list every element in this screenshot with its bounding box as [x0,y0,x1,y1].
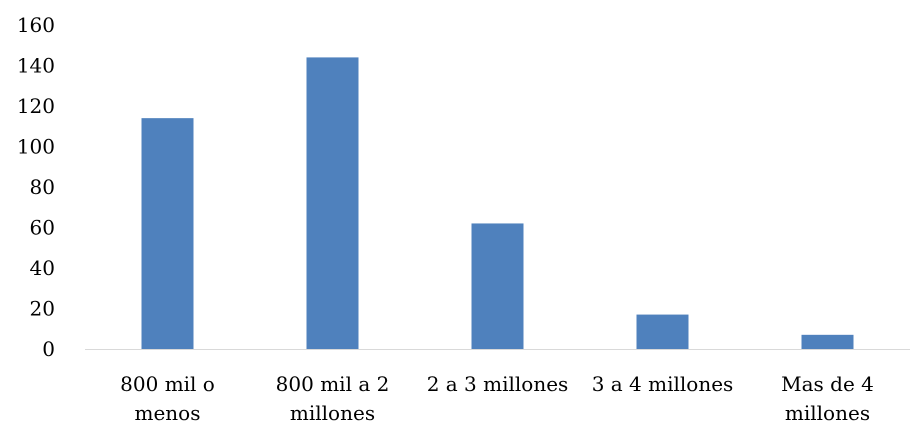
bars [141,57,854,350]
bar [801,334,854,349]
y-tick-label: 20 [30,297,55,321]
x-category-label-line: 800 mil a 2 [276,372,390,396]
x-category-label-line: millones [785,401,870,425]
y-tick-label: 0 [42,337,55,361]
bar [471,223,524,349]
y-axis-tick-labels: 0 20 40 60 80 100 120 140 160 [17,13,55,361]
y-tick-label: 160 [17,13,55,37]
x-axis-category-labels: 800 mil o menos 800 mil a 2 millones 2 a 3 m… [120,372,874,425]
y-tick-label: 100 [17,135,55,159]
x-category-label-line: millones [290,401,375,425]
bar [141,118,194,350]
x-category-label-line: Mas de 4 [781,372,874,396]
x-category-label-line: 3 a 4 millones [592,372,734,396]
x-category-label-line: 800 mil o [120,372,215,396]
x-category-label: 3 a 4 millones [592,372,734,396]
x-category-label: 800 mil a 2 millones [276,372,390,425]
y-tick-label: 60 [30,216,55,240]
y-tick-label: 80 [30,175,55,199]
x-category-label-line: 2 a 3 millones [427,372,569,396]
x-category-label: 800 mil o menos [120,372,215,425]
y-tick-label: 120 [17,94,55,118]
bar [306,57,359,350]
x-category-label-line: menos [135,401,201,425]
y-tick-label: 40 [30,256,55,280]
x-category-label: 2 a 3 millones [427,372,569,396]
x-category-label: Mas de 4 millones [781,372,874,425]
y-tick-label: 140 [17,54,55,78]
bar [636,314,689,349]
